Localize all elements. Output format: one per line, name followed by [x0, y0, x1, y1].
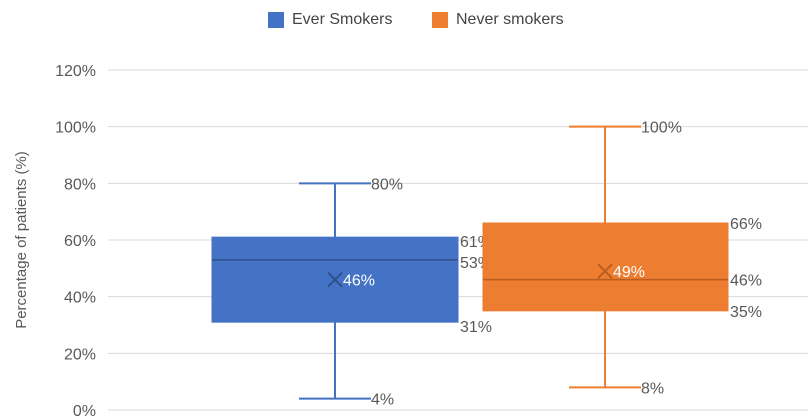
y-tick-label: 100% — [55, 120, 96, 137]
legend-item-never-smokers: Never smokers — [432, 8, 564, 32]
series-1-mean-label: 49% — [613, 264, 645, 281]
series-0-q1-label: 31% — [460, 319, 492, 336]
series-0-min-label: 4% — [371, 392, 394, 409]
series-1-mean-marker — [597, 263, 613, 279]
series-1-median-label: 46% — [730, 273, 762, 290]
y-tick-label: 80% — [64, 176, 96, 193]
series-0-mean-label: 46% — [343, 273, 375, 290]
y-tick-label: 20% — [64, 346, 96, 363]
legend-swatch-ever-smokers — [268, 12, 284, 28]
y-tick-label: 40% — [64, 290, 96, 307]
legend-label-never-smokers: Never smokers — [456, 11, 564, 28]
legend-item-ever-smokers: Ever Smokers — [268, 8, 392, 32]
y-axis-label: Percentage of patients (%) — [13, 151, 30, 329]
series-1-box — [482, 222, 729, 312]
series-0-mean-marker — [327, 271, 343, 288]
series-1-min-label: 8% — [641, 380, 664, 397]
series-1-q3-label: 66% — [730, 216, 762, 233]
series-0-max-label: 80% — [371, 176, 403, 193]
series-1-max-label: 100% — [641, 120, 682, 137]
legend-swatch-never-smokers — [432, 12, 448, 28]
legend-label-ever-smokers: Ever Smokers — [292, 11, 393, 28]
series-1-q1-label: 35% — [730, 304, 762, 321]
y-tick-label: 120% — [55, 63, 96, 80]
y-tick-label: 0% — [73, 403, 96, 420]
y-tick-label: 60% — [64, 233, 96, 250]
